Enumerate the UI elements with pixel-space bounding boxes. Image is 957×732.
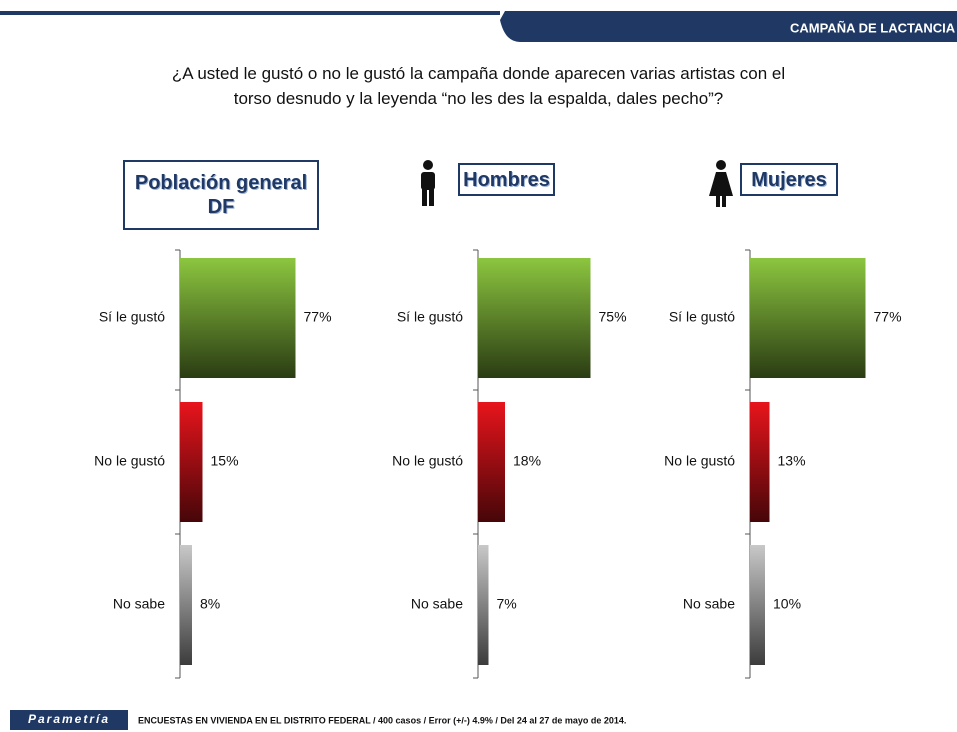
footer-note: ENCUESTAS EN VIVIENDA EN EL DISTRITO FED… xyxy=(138,715,626,725)
header-line xyxy=(0,11,500,15)
bar-shade xyxy=(750,258,866,378)
category-label: No sabe xyxy=(411,596,463,612)
category-label: No le gustó xyxy=(94,453,165,469)
value-label: 77% xyxy=(874,309,902,325)
value-label: 15% xyxy=(211,453,239,469)
category-label: Sí le gustó xyxy=(397,309,463,325)
category-label: Sí le gustó xyxy=(669,309,735,325)
value-label: 18% xyxy=(513,453,541,469)
man-icon xyxy=(421,160,435,206)
footer-logo: Parametría xyxy=(28,712,110,726)
bar-shade xyxy=(750,402,770,522)
question-line: torso desnudo y la leyenda “no les des l… xyxy=(233,89,724,108)
header-title: CAMPAÑA DE LACTANCIA xyxy=(790,20,956,35)
value-label: 8% xyxy=(200,596,220,612)
question-line: ¿A usted le gustó o no le gustó la campa… xyxy=(171,64,786,83)
value-label: 13% xyxy=(778,453,806,469)
bar-shade xyxy=(478,402,505,522)
value-label: 77% xyxy=(304,309,332,325)
panel-title: Población general DF xyxy=(123,160,319,230)
category-label: No le gustó xyxy=(664,453,735,469)
category-label: No sabe xyxy=(113,596,165,612)
bar-shade xyxy=(180,402,203,522)
header-band xyxy=(500,11,957,42)
woman-icon xyxy=(709,160,733,207)
bar-shade xyxy=(180,545,192,665)
category-label: No sabe xyxy=(683,596,735,612)
bar-shade xyxy=(180,258,296,378)
value-label: 7% xyxy=(497,596,517,612)
value-label: 75% xyxy=(599,309,627,325)
category-label: Sí le gustó xyxy=(99,309,165,325)
panel-title: Hombres xyxy=(458,163,555,196)
bar-shade xyxy=(750,545,765,665)
panel-title: Mujeres xyxy=(740,163,838,196)
bar-shade xyxy=(478,545,489,665)
value-label: 10% xyxy=(773,596,801,612)
category-label: No le gustó xyxy=(392,453,463,469)
bar-shade xyxy=(478,258,591,378)
footer-logo-box xyxy=(10,710,128,730)
